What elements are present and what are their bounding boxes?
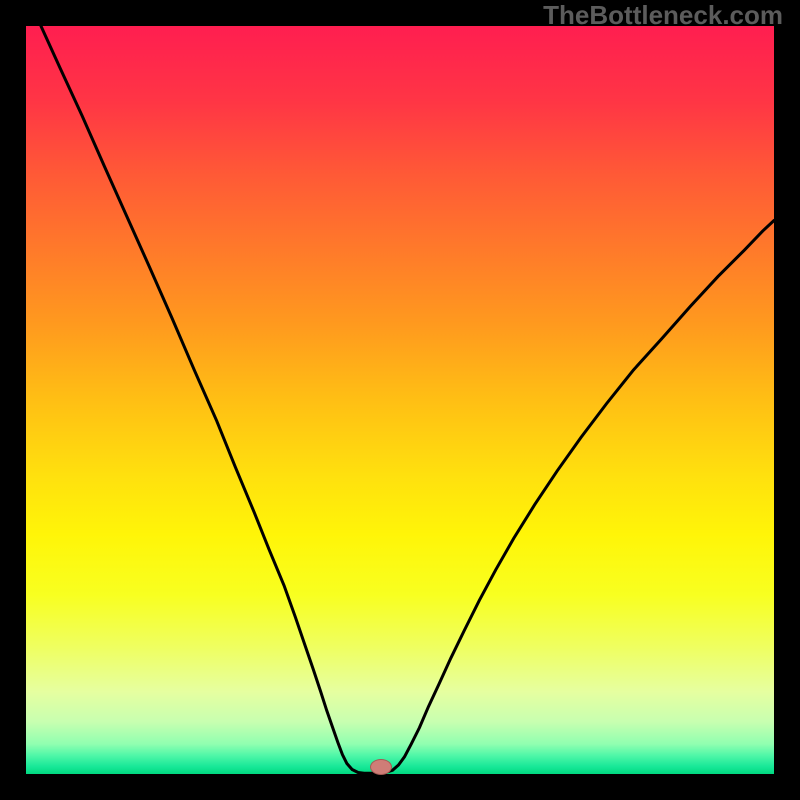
bottleneck-curve [41, 26, 774, 773]
curve-svg [26, 26, 774, 774]
chart-container: TheBottleneck.com [0, 0, 800, 800]
curve-min-marker [370, 759, 392, 775]
